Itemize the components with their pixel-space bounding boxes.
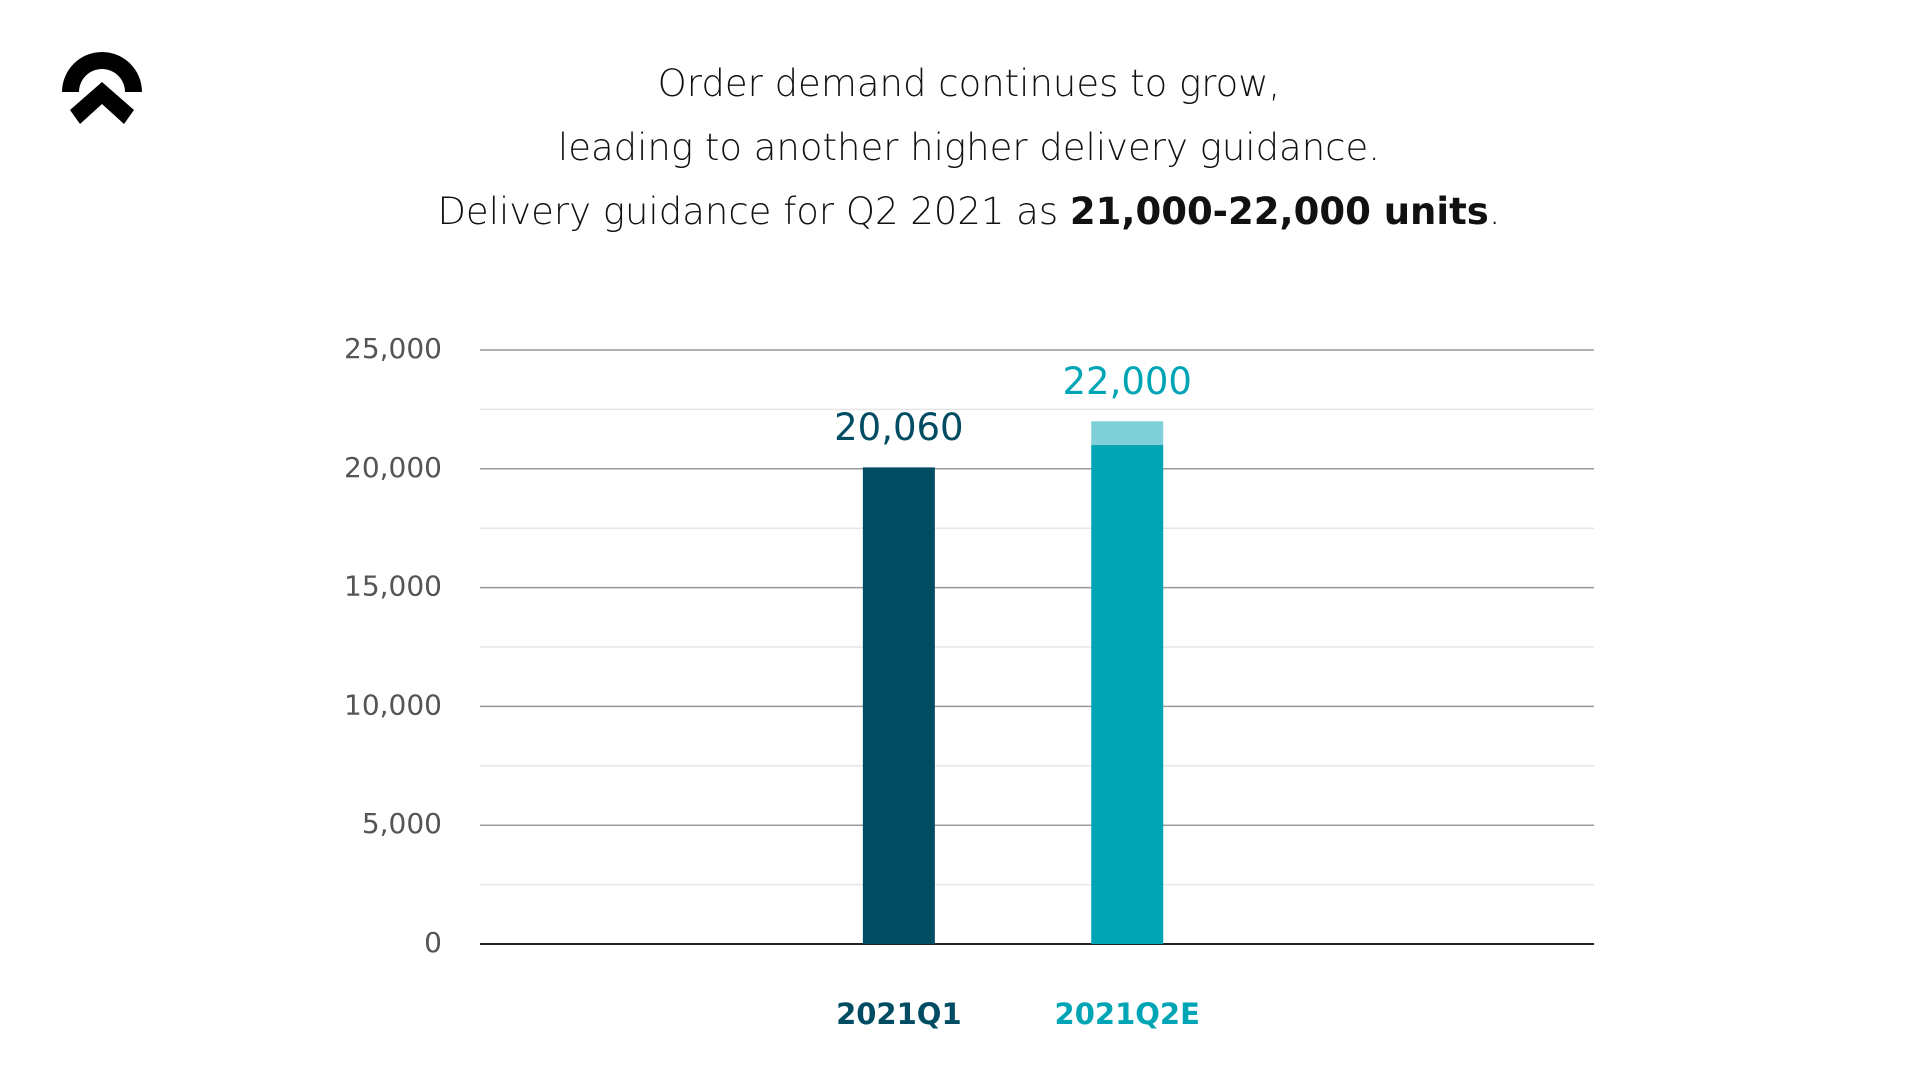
y-tick-label: 10,000 xyxy=(344,688,442,721)
y-tick-label: 15,000 xyxy=(344,570,442,603)
guidance-suffix: . xyxy=(1488,190,1501,233)
guidance-text: Delivery guidance for Q2 2021 as xyxy=(437,190,1059,233)
x-tick-label: 2021Q2E xyxy=(1055,997,1200,1031)
title-line: Order demand continues to grow, xyxy=(657,62,1281,105)
guidance-line: Delivery guidance for Q2 2021 as 21,000-… xyxy=(0,180,1920,244)
y-tick-label: 25,000 xyxy=(344,332,442,365)
bar-segment xyxy=(862,467,935,944)
total-label: 22,000 xyxy=(1062,360,1191,403)
y-tick-label: 20,000 xyxy=(344,451,442,484)
bar-segment xyxy=(1091,445,1164,944)
x-tick-label: 2021Q1 xyxy=(836,997,962,1031)
title-line: leading to another higher delivery guida… xyxy=(557,126,1381,169)
total-label: 20,060 xyxy=(834,406,963,449)
guidance-bold: 21,000-22,000 units xyxy=(1069,190,1489,233)
logo xyxy=(62,52,142,124)
bar-segment xyxy=(1091,421,1164,446)
y-tick-label: 0 xyxy=(424,926,442,959)
y-tick-label: 5,000 xyxy=(362,807,442,840)
heading: Order demand continues to grow, leading … xyxy=(0,52,1920,244)
